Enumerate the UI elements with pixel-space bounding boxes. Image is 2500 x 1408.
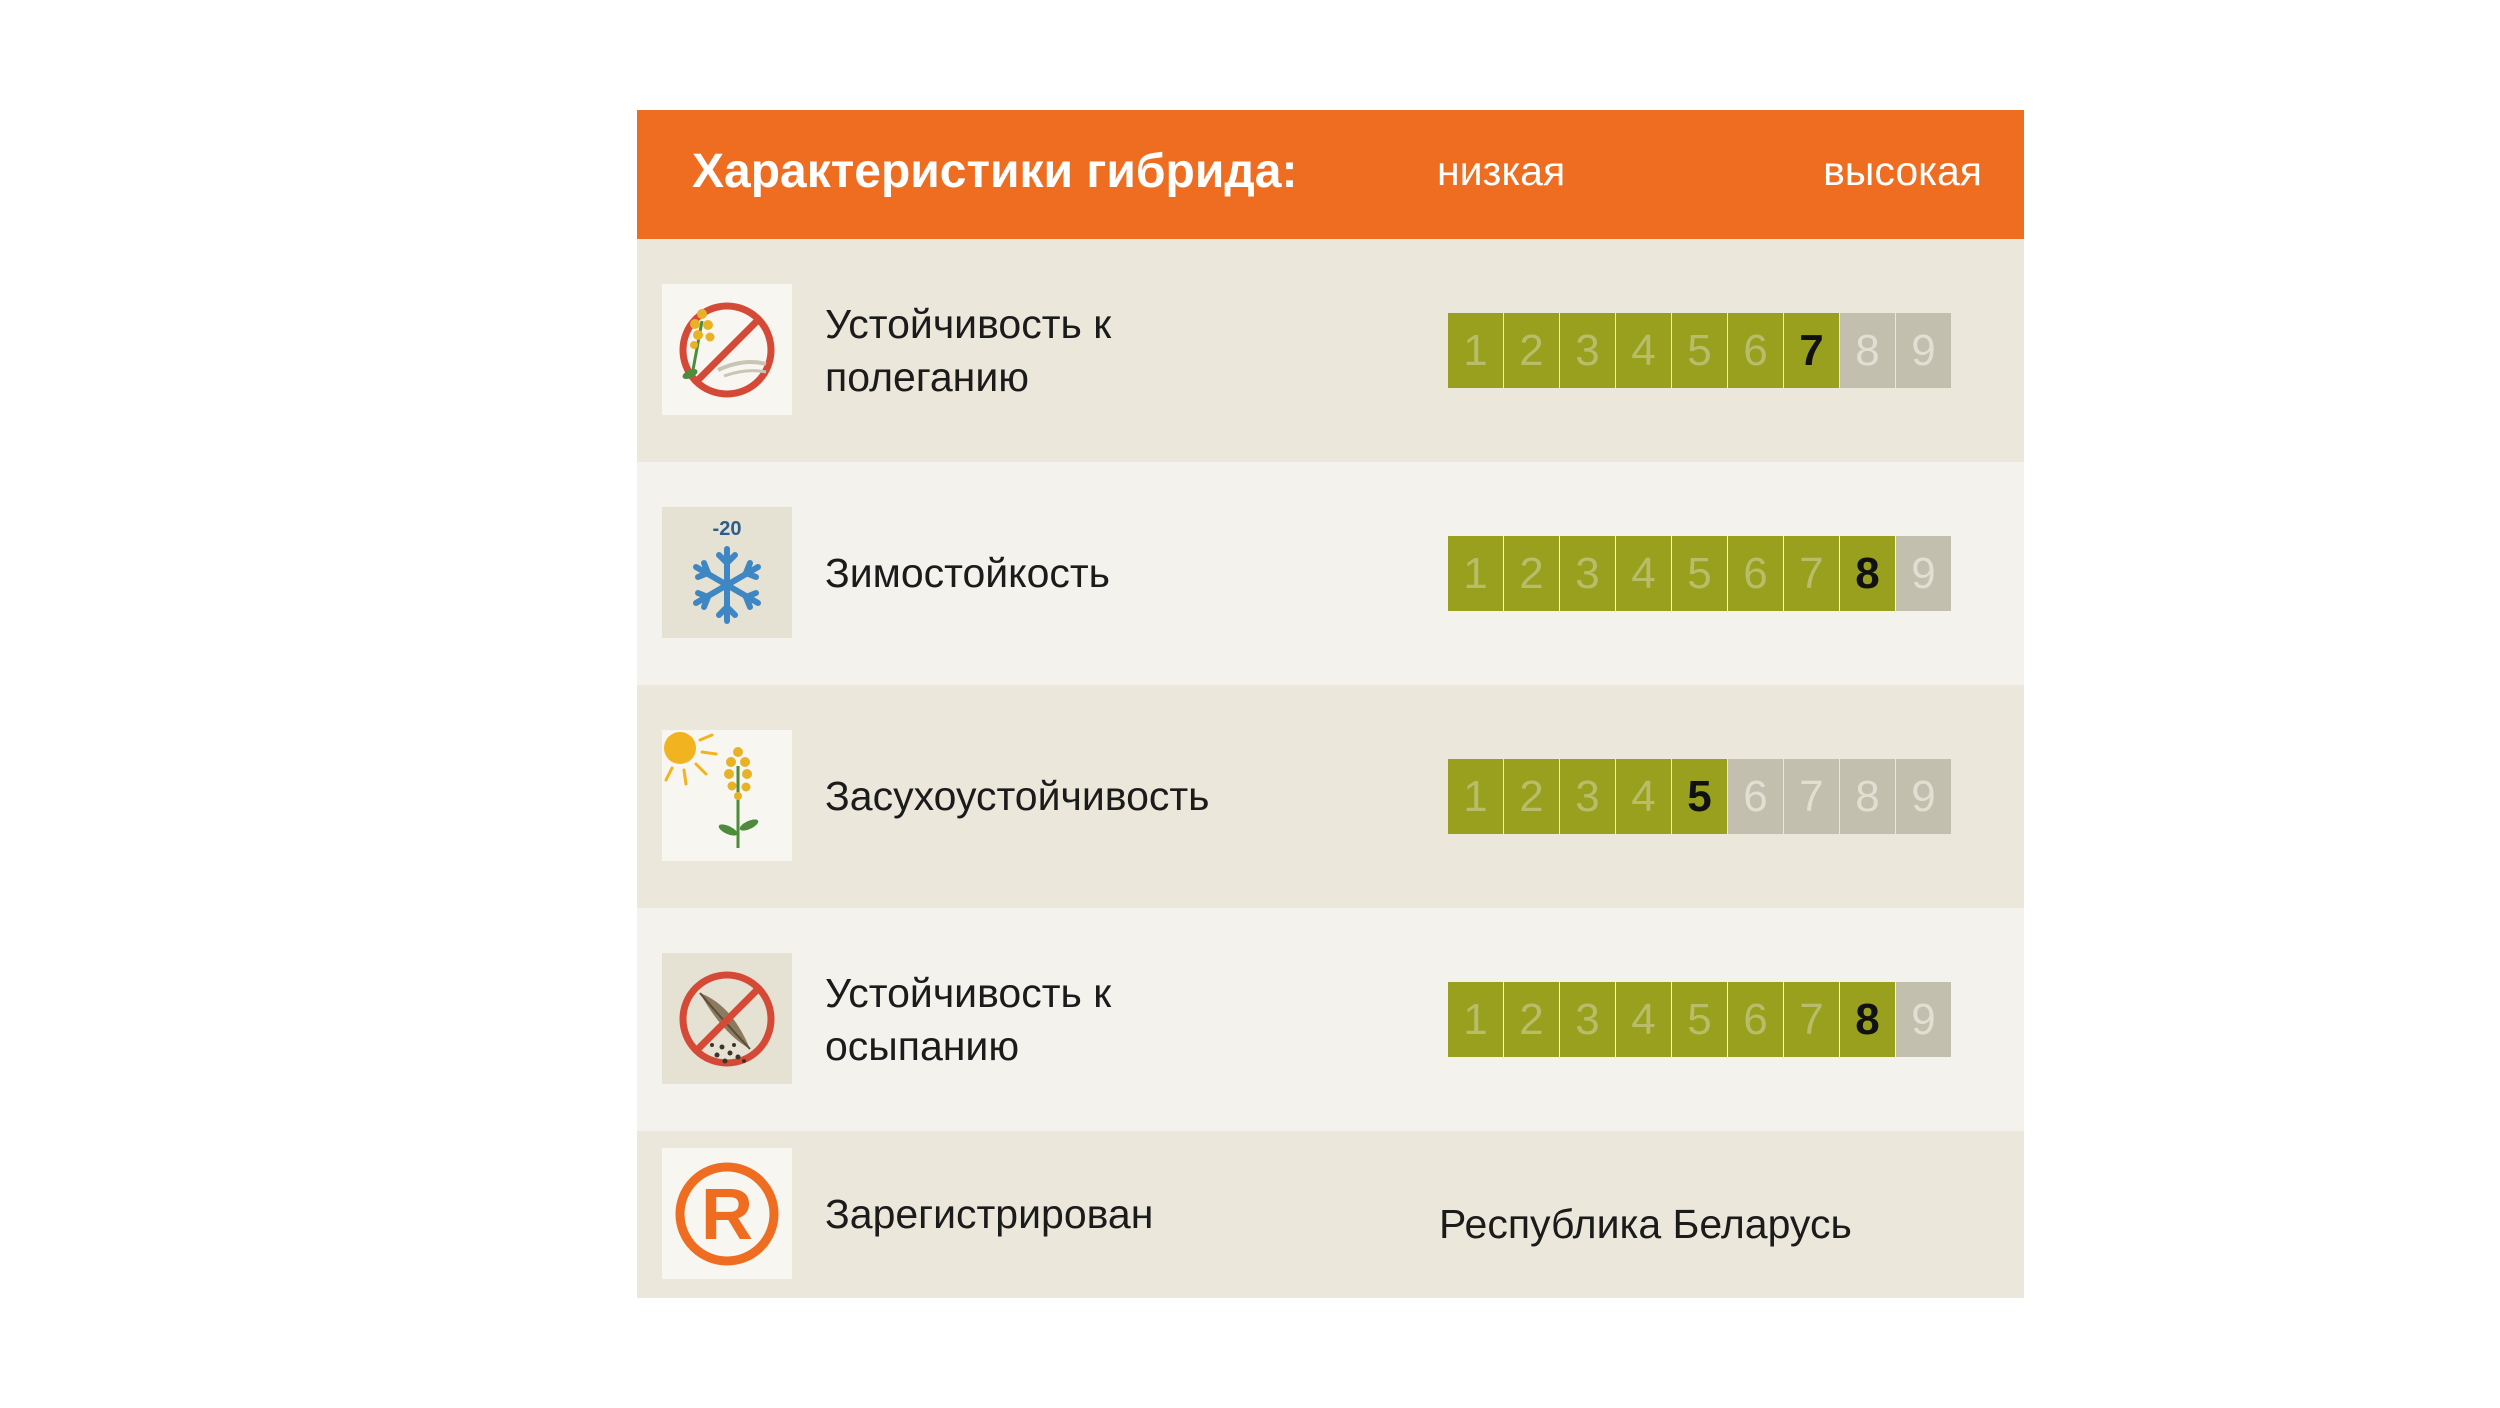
- rating-cell: 2: [1504, 759, 1559, 834]
- rating-cell: 5: [1672, 982, 1727, 1057]
- rating-cell: 3: [1560, 313, 1615, 388]
- svg-text:R: R: [701, 1175, 753, 1255]
- rating-cell: 7: [1784, 982, 1839, 1057]
- rating-cell: 4: [1616, 536, 1671, 611]
- scale-low-label: низкая: [1437, 148, 1566, 194]
- rating-cell: 3: [1560, 982, 1615, 1057]
- card-title: Характеристики гибрида:: [692, 145, 1298, 198]
- rating-cell: 9: [1896, 982, 1951, 1057]
- rating-cell-selected: 8: [1840, 536, 1895, 611]
- trait-label: Засухоустойчивость: [825, 773, 1210, 819]
- registration-label: Зарегистрирован: [825, 1191, 1154, 1237]
- no-shattering-icon: [662, 953, 792, 1084]
- rating-cell: 4: [1616, 759, 1671, 834]
- rating-cell: 3: [1560, 759, 1615, 834]
- rating-cell-selected: 8: [1840, 982, 1895, 1057]
- rating-cell: 6: [1728, 536, 1783, 611]
- registration-row: R Зарегистрирован Республика Беларусь: [637, 1131, 2024, 1298]
- rating-cell: 2: [1504, 982, 1559, 1057]
- trait-label: Устойчивость к осыпанию: [825, 969, 1112, 1069]
- rating-cell: 9: [1896, 759, 1951, 834]
- rating-cell: 6: [1728, 313, 1783, 388]
- hybrid-characteristics-card: Характеристики гибрида: низкая высокая У…: [637, 110, 2024, 1298]
- rating-cell: 7: [1784, 759, 1839, 834]
- registration-country: Республика Беларусь: [1439, 1201, 1852, 1247]
- rating-cell: 2: [1504, 313, 1559, 388]
- rating-cell: 8: [1840, 313, 1895, 388]
- rating-cell: 2: [1504, 536, 1559, 611]
- rating-cell: 1: [1448, 536, 1503, 611]
- rating-cell: 4: [1616, 313, 1671, 388]
- rating-cell: 9: [1896, 536, 1951, 611]
- rating-cell: 6: [1728, 982, 1783, 1057]
- rating-cell-selected: 7: [1784, 313, 1839, 388]
- trait-label: Зимостойкость: [825, 550, 1111, 596]
- rating-cell: 1: [1448, 759, 1503, 834]
- rating-cell: 3: [1560, 536, 1615, 611]
- rating-cell: 9: [1896, 313, 1951, 388]
- rating-cell: 4: [1616, 982, 1671, 1057]
- rating-cell-selected: 5: [1672, 759, 1727, 834]
- rating-cell: 8: [1840, 759, 1895, 834]
- snowflake-minus20-icon: -20: [662, 507, 792, 638]
- card-header: Характеристики гибрида: низкая высокая: [637, 110, 2024, 239]
- rating-cell: 5: [1672, 536, 1727, 611]
- trait-label: Устойчивость к полеганию: [825, 300, 1112, 400]
- sun-rapeseed-icon: [662, 730, 792, 861]
- no-lodging-icon: [662, 284, 792, 415]
- rating-cell: 1: [1448, 313, 1503, 388]
- rating-cell: 1: [1448, 982, 1503, 1057]
- registered-icon: R: [662, 1148, 792, 1279]
- rating-cell: 7: [1784, 536, 1839, 611]
- rating-cell: 5: [1672, 313, 1727, 388]
- scale-high-label: высокая: [1823, 148, 1982, 194]
- rating-cell: 6: [1728, 759, 1783, 834]
- svg-text:-20: -20: [713, 518, 742, 540]
